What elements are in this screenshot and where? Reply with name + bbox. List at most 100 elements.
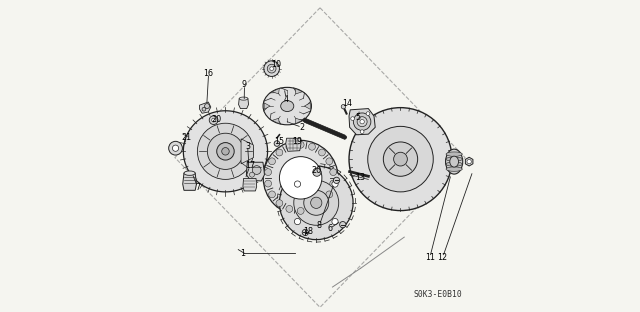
Text: 14: 14 (342, 99, 353, 108)
Polygon shape (200, 102, 211, 113)
Circle shape (304, 190, 329, 215)
Circle shape (394, 152, 407, 166)
Polygon shape (183, 111, 268, 192)
Text: 2: 2 (300, 123, 305, 132)
Polygon shape (243, 178, 257, 191)
Circle shape (360, 119, 364, 124)
Circle shape (340, 222, 346, 228)
Text: 17: 17 (244, 162, 255, 170)
Circle shape (366, 112, 370, 115)
Text: 5: 5 (355, 113, 360, 122)
Text: 16: 16 (204, 69, 214, 78)
Circle shape (286, 206, 292, 212)
Circle shape (332, 218, 338, 225)
Ellipse shape (184, 171, 195, 175)
Ellipse shape (263, 87, 312, 125)
Circle shape (270, 67, 273, 71)
Circle shape (197, 123, 253, 179)
Circle shape (368, 126, 433, 192)
Circle shape (294, 180, 339, 225)
Circle shape (205, 104, 209, 109)
Polygon shape (272, 118, 279, 124)
Circle shape (172, 145, 179, 151)
Ellipse shape (446, 157, 462, 161)
Circle shape (330, 169, 337, 176)
Polygon shape (285, 138, 301, 151)
Circle shape (274, 141, 280, 146)
Text: 13: 13 (355, 173, 365, 182)
Ellipse shape (450, 156, 458, 167)
Text: 10: 10 (271, 61, 281, 69)
Circle shape (276, 149, 283, 156)
Text: 3: 3 (245, 142, 250, 150)
Circle shape (383, 142, 418, 176)
Circle shape (221, 148, 229, 155)
Polygon shape (264, 103, 270, 109)
Polygon shape (241, 139, 253, 164)
Circle shape (269, 158, 275, 165)
Circle shape (319, 200, 325, 207)
Circle shape (357, 117, 367, 127)
Text: 1: 1 (240, 249, 245, 258)
Polygon shape (272, 89, 279, 94)
Circle shape (467, 159, 471, 164)
Circle shape (212, 118, 216, 122)
Circle shape (280, 157, 322, 199)
Circle shape (333, 177, 340, 183)
Text: 7: 7 (195, 183, 200, 192)
Circle shape (326, 191, 333, 198)
Text: 19: 19 (292, 137, 303, 145)
Circle shape (353, 113, 371, 130)
Polygon shape (295, 118, 302, 124)
Circle shape (319, 149, 325, 156)
Text: 20: 20 (211, 115, 221, 124)
Text: 8: 8 (317, 221, 322, 230)
Polygon shape (246, 162, 264, 181)
Circle shape (360, 130, 364, 134)
Circle shape (330, 180, 337, 187)
Circle shape (250, 172, 255, 177)
Circle shape (341, 105, 346, 109)
Polygon shape (349, 109, 375, 135)
Text: 12: 12 (438, 253, 447, 262)
Circle shape (349, 108, 452, 211)
Ellipse shape (239, 97, 248, 100)
Circle shape (268, 64, 276, 73)
Circle shape (297, 207, 304, 214)
Circle shape (263, 140, 338, 215)
Circle shape (217, 143, 234, 160)
Circle shape (265, 169, 271, 176)
Circle shape (269, 191, 275, 198)
Text: 11: 11 (425, 253, 435, 262)
Circle shape (276, 200, 283, 207)
Polygon shape (305, 103, 310, 109)
Ellipse shape (445, 149, 463, 174)
Circle shape (169, 141, 182, 155)
Circle shape (297, 141, 304, 148)
Circle shape (326, 158, 333, 165)
Circle shape (209, 116, 218, 124)
Circle shape (308, 143, 316, 150)
Text: 20: 20 (311, 167, 321, 175)
Circle shape (310, 197, 322, 208)
Ellipse shape (446, 152, 462, 156)
Circle shape (332, 181, 338, 187)
Text: S0K3-E0B10: S0K3-E0B10 (413, 290, 462, 299)
Text: 6: 6 (328, 224, 333, 233)
Circle shape (302, 229, 308, 236)
Text: 9: 9 (242, 80, 247, 89)
Circle shape (286, 143, 292, 150)
Polygon shape (239, 99, 248, 109)
Ellipse shape (446, 162, 462, 166)
Polygon shape (465, 157, 473, 166)
Circle shape (264, 61, 280, 76)
Ellipse shape (446, 167, 462, 171)
Text: 21: 21 (182, 134, 192, 142)
Polygon shape (295, 89, 302, 94)
Text: 18: 18 (303, 227, 313, 236)
Ellipse shape (281, 100, 294, 112)
Text: 15: 15 (275, 137, 285, 145)
Circle shape (207, 133, 244, 169)
Circle shape (265, 180, 271, 187)
Polygon shape (183, 173, 196, 190)
